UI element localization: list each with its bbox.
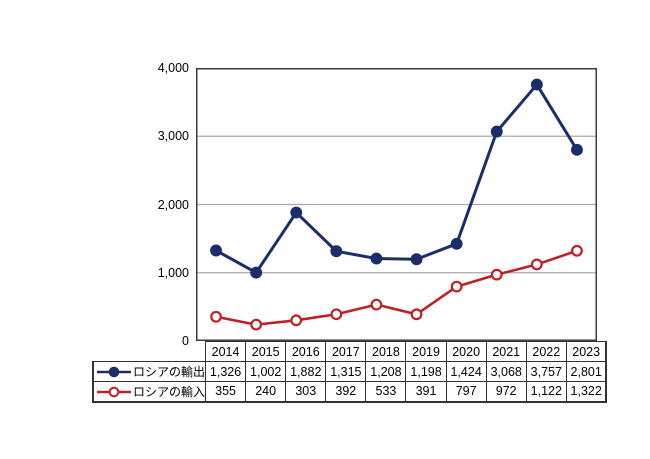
value-cell-export: 1,424	[445, 361, 487, 382]
data-point-import	[210, 310, 222, 323]
y-axis-tick-label: 1,000	[157, 265, 189, 280]
value-cell-export: 1,208	[365, 361, 407, 382]
legend-label-import: ロシアの輸入	[133, 384, 206, 399]
value-cell-export: 1,198	[405, 361, 447, 382]
legend-open-circle-icon	[97, 386, 131, 398]
value-cell-export: 1,326	[205, 361, 247, 382]
value-cell-import: 240	[245, 381, 287, 403]
data-point-import	[410, 308, 423, 321]
table-series-row-export: ロシアの輸出 1,326 1,002 1,882 1,315 1,208 1,198 1,42…	[92, 361, 608, 382]
value-cell-export: 3,757	[525, 361, 567, 382]
value-cell-export: 2,801	[565, 361, 608, 382]
data-point-export	[410, 253, 423, 266]
data-point-import	[571, 244, 583, 257]
year-label: 2019	[405, 341, 447, 362]
value-cell-export: 1,315	[325, 361, 367, 382]
year-label: 2014	[205, 341, 247, 362]
year-label: 2023	[565, 341, 608, 362]
value-cell-export: 1,002	[245, 361, 287, 382]
data-point-import	[370, 298, 383, 311]
data-point-import	[250, 318, 263, 331]
value-cell-import: 303	[285, 381, 327, 403]
year-label: 2018	[365, 341, 407, 362]
value-cell-import: 533	[365, 381, 407, 403]
table-series-row-import: ロシアの輸入 355 240 303 392 533 391 797 972 1,122 1,322	[92, 381, 608, 403]
data-point-import	[290, 314, 303, 327]
year-label: 2020	[445, 341, 487, 362]
plot-frame	[196, 68, 597, 341]
value-cell-import: 1,322	[565, 381, 608, 403]
data-point-export	[290, 206, 303, 219]
series-line-import	[215, 249, 578, 326]
legend-label-export: ロシアの輸出	[133, 365, 206, 379]
table-corner-spacer	[93, 342, 206, 362]
series-line-export	[215, 83, 579, 275]
year-label: 2017	[325, 341, 367, 362]
value-cell-import: 391	[405, 381, 447, 403]
year-label: 2021	[485, 341, 527, 362]
data-point-import	[450, 280, 463, 293]
data-point-export	[250, 266, 263, 279]
value-cell-import: 355	[205, 381, 247, 403]
data-point-export	[571, 143, 583, 156]
value-cell-import: 392	[325, 381, 367, 403]
value-cell-export: 3,068	[485, 361, 527, 382]
y-axis-tick-label: 4,000	[157, 61, 189, 75]
y-axis-tick-label: 2,000	[157, 197, 189, 212]
value-cell-export: 1,882	[285, 361, 327, 382]
data-point-import	[330, 308, 343, 321]
data-point-export	[330, 245, 343, 258]
legend-cell-export: ロシアの輸出	[92, 361, 207, 382]
line-chart-plot	[196, 68, 597, 341]
data-point-export	[450, 237, 463, 250]
data-point-export	[530, 78, 543, 91]
data-point-import	[530, 258, 543, 271]
year-label: 2022	[525, 341, 567, 362]
value-cell-import: 972	[485, 381, 527, 403]
value-cell-import: 797	[445, 381, 487, 403]
data-point-export	[370, 252, 383, 265]
data-point-export	[210, 244, 222, 257]
legend-cell-import: ロシアの輸入	[92, 381, 207, 403]
legend-filled-circle-icon	[97, 366, 131, 378]
y-axis-tick-label: 3,000	[157, 129, 189, 144]
data-point-export	[490, 125, 503, 138]
data-table: 2014 2015 2016 2017 2018 2019 2020 2021 2022 2023…	[92, 341, 608, 403]
year-label: 2015	[245, 341, 287, 362]
table-year-row: 2014 2015 2016 2017 2018 2019 2020 2021 2022 2023	[93, 341, 608, 362]
year-label: 2016	[285, 341, 327, 362]
value-cell-import: 1,122	[525, 381, 567, 403]
data-point-import	[490, 268, 503, 281]
